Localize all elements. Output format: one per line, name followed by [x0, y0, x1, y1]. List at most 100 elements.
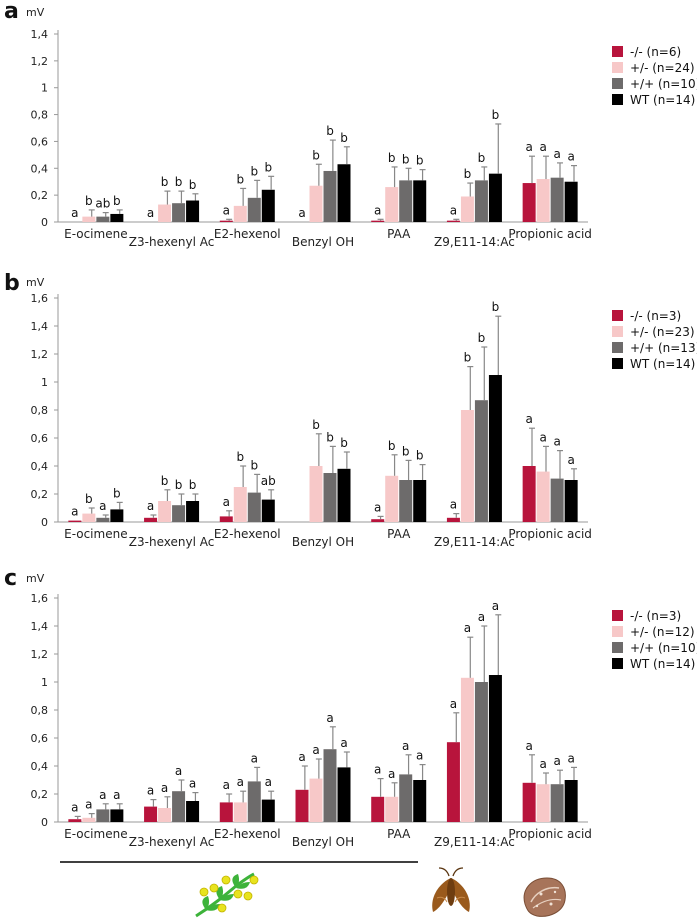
y-tick-label: 0 [41, 516, 48, 529]
bar [536, 179, 550, 222]
y-tick-label: 0,4 [31, 760, 49, 773]
significance-label: a [450, 498, 457, 512]
y-tick-label: 0,8 [31, 404, 49, 417]
bar [550, 784, 564, 822]
bar [460, 196, 474, 222]
legend-swatch [612, 326, 623, 337]
y-tick-label: 0,8 [31, 109, 49, 122]
bar [371, 519, 385, 522]
significance-label: a [388, 767, 395, 781]
category-label: Z9,E11-14:Ac [434, 835, 515, 849]
significance-label: b [388, 439, 396, 453]
significance-label: b [264, 160, 272, 174]
bar [219, 802, 233, 822]
y-tick-label: 1,6 [31, 592, 49, 605]
y-tick-label: 0,6 [31, 732, 49, 745]
bar [233, 802, 247, 822]
significance-label: a [326, 711, 333, 725]
legend-swatch [612, 62, 623, 73]
significance-label: b [402, 444, 410, 458]
significance-label: b [236, 450, 244, 464]
legend-label: +/+ (n=10) [630, 77, 697, 91]
bar [110, 509, 124, 522]
bar [110, 213, 124, 222]
legend-label: +/- (n=24) [630, 61, 695, 75]
legend-label: -/- (n=3) [630, 309, 681, 323]
category-label: PAA [387, 527, 411, 541]
bar [399, 480, 413, 522]
bar [172, 505, 186, 522]
bar [474, 180, 488, 222]
significance-label: b [312, 418, 320, 432]
bar [323, 473, 337, 522]
panel-letter: a [4, 0, 19, 24]
bar [186, 501, 200, 522]
significance-label: a [539, 430, 546, 444]
category-label: PAA [387, 827, 411, 841]
y-tick-label: 1,4 [31, 620, 49, 633]
y-tick-label: 1,6 [31, 292, 49, 305]
bar [295, 789, 309, 822]
category-label: E-ocimene [64, 227, 127, 241]
significance-label: b [478, 151, 486, 165]
significance-label: ab [261, 474, 276, 488]
significance-label: a [402, 739, 409, 753]
significance-label: b [416, 154, 424, 168]
bar [536, 784, 550, 822]
y-tick-label: 0,4 [31, 162, 49, 175]
significance-label: a [525, 140, 532, 154]
bar [371, 796, 385, 822]
legend-label: -/- (n=6) [630, 45, 681, 59]
bar [82, 817, 96, 822]
bar [144, 806, 158, 822]
y-tick-label: 0 [41, 216, 48, 229]
significance-label: a [147, 784, 154, 798]
significance-label: a [553, 754, 560, 768]
plant-icon [195, 872, 259, 918]
category-label: Z9,E11-14:Ac [434, 535, 515, 549]
significance-label: a [99, 499, 106, 513]
significance-label: a [175, 764, 182, 778]
bar [247, 197, 261, 222]
significance-label: a [567, 150, 574, 164]
bar [172, 203, 186, 222]
bar [550, 478, 564, 522]
y-tick-label: 0,2 [31, 189, 49, 202]
moth-icon [432, 867, 470, 912]
bar [219, 220, 233, 222]
significance-label: b [175, 478, 183, 492]
legend-label: WT (n=14) [630, 93, 695, 107]
significance-label: a [265, 775, 272, 789]
legend-label: -/- (n=3) [630, 609, 681, 623]
legend-swatch [612, 94, 623, 105]
y-tick-label: 1,2 [31, 648, 49, 661]
legend-swatch [612, 78, 623, 89]
significance-label: a [525, 739, 532, 753]
category-label: Benzyl OH [292, 535, 354, 549]
bar [399, 180, 413, 222]
significance-label: b [161, 474, 169, 488]
significance-label: a [450, 203, 457, 217]
bar [309, 778, 323, 822]
y-tick-label: 1,2 [31, 348, 49, 361]
legend-swatch [612, 46, 623, 57]
significance-label: a [147, 206, 154, 220]
bar [158, 204, 172, 222]
significance-label: a [567, 453, 574, 467]
significance-label: b [388, 151, 396, 165]
category-label: E2-hexenol [214, 527, 281, 541]
significance-label: b [236, 172, 244, 186]
significance-label: a [99, 788, 106, 802]
legend-label: WT (n=14) [630, 657, 695, 671]
bar [385, 475, 399, 522]
significance-label: a [374, 500, 381, 514]
bar [309, 185, 323, 222]
bar [186, 200, 200, 222]
bar [233, 487, 247, 522]
bar [446, 517, 460, 522]
y-tick-label: 1 [41, 82, 48, 95]
legend-label: +/+ (n=13) [630, 341, 697, 355]
y-tick-label: 0,2 [31, 788, 49, 801]
